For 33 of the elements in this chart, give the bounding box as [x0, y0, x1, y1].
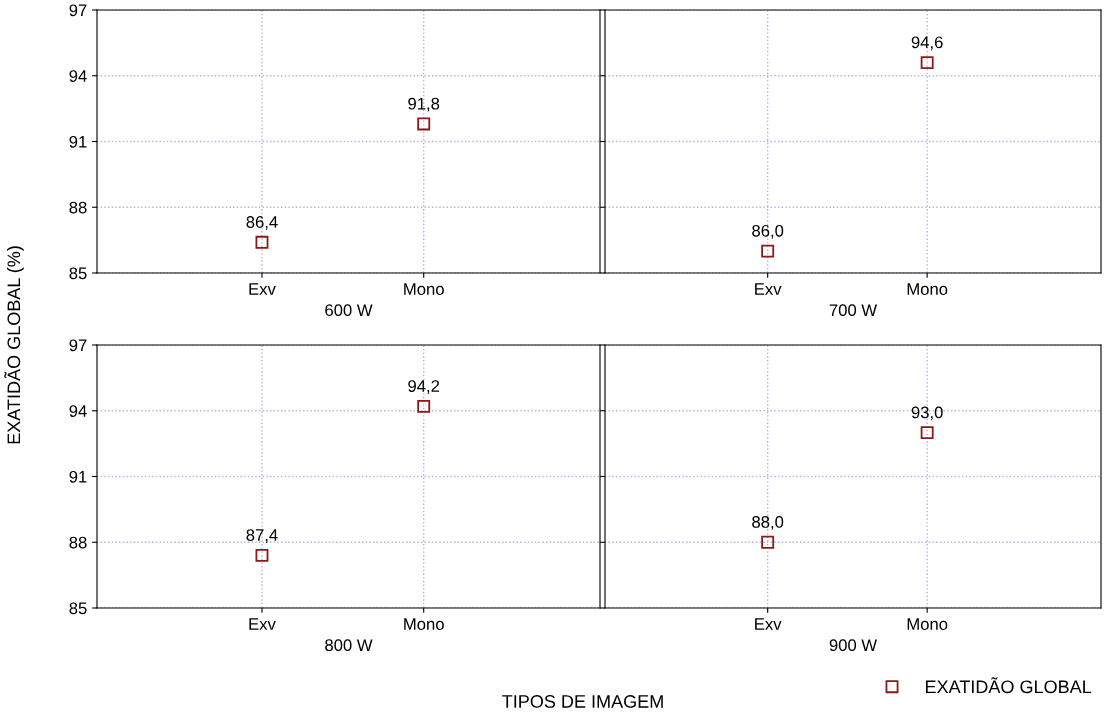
y-tick-label: 88 — [69, 536, 87, 549]
data-label: 91,8 — [408, 97, 440, 112]
x-tick-label: Exv — [755, 618, 782, 630]
data-label: 94,2 — [408, 380, 440, 394]
x-tick-label: Mono — [907, 283, 948, 295]
data-label: 87,4 — [246, 529, 278, 543]
y-tick-label: 85 — [69, 267, 87, 280]
x-axis-title: 700 W — [829, 304, 878, 317]
x-tick-label: Exv — [755, 283, 782, 295]
x-axis-title: 900 W — [829, 639, 878, 652]
y-tick-label: 94 — [69, 70, 87, 82]
y-tick-label: 97 — [69, 339, 87, 352]
data-label: 86,4 — [246, 216, 278, 230]
x-tick-label: Exv — [249, 283, 276, 295]
x-tick-label: Mono — [404, 283, 444, 295]
y-tick-label: 97 — [69, 4, 87, 17]
data-label: 88,0 — [752, 516, 784, 530]
data-label: 94,6 — [911, 36, 943, 51]
y-tick-label: 88 — [69, 201, 87, 214]
x-tick-label: Exv — [249, 618, 276, 630]
y-axis-title: EXATIDÃO GLOBAL (%) — [4, 246, 24, 444]
data-label: 86,0 — [752, 224, 784, 239]
legend-label: EXATIDÃO GLOBAL — [925, 677, 1092, 694]
data-label: 93,0 — [911, 406, 943, 421]
y-tick-label: 94 — [69, 405, 87, 417]
y-tick-label: 91 — [69, 135, 87, 148]
y-tick-label: 85 — [69, 602, 87, 615]
x-axis-title: 600 W — [325, 304, 373, 317]
text: TIPOS DE IMAGEM — [502, 695, 663, 708]
x-axis-title: 800 W — [325, 639, 373, 652]
x-tick-label: Mono — [907, 618, 948, 630]
y-tick-label: 91 — [69, 470, 87, 483]
x-tick-label: Mono — [404, 618, 444, 630]
